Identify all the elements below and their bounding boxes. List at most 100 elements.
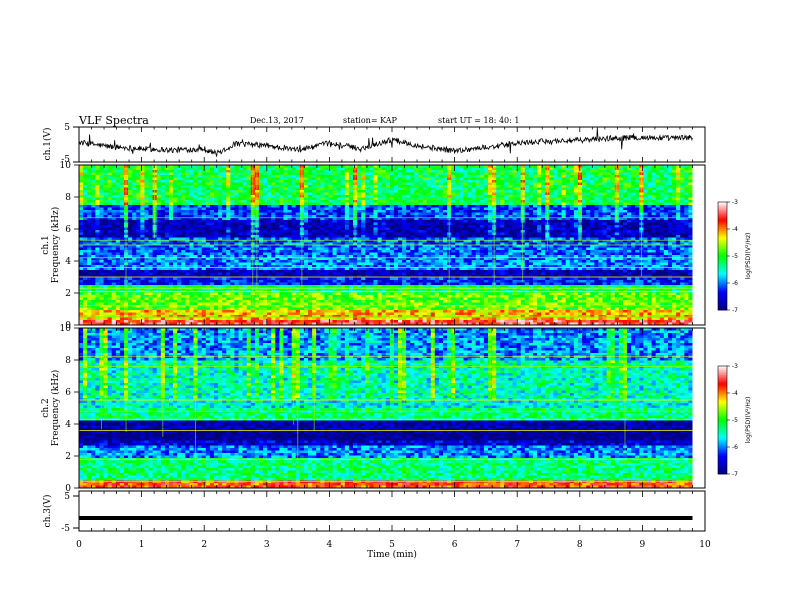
spectrogram-cell [622,182,628,186]
spectrogram-cell [218,195,223,198]
spectrogram-cell [107,212,113,216]
spectrogram-cell [524,190,530,193]
spectrogram-cell [398,230,403,233]
spectrogram-cell [684,187,689,191]
spectrogram-cell [663,200,669,203]
spectrogram-cell [95,230,100,233]
spectrogram-cell [663,240,669,243]
spectrogram-cell [680,200,685,203]
spectrogram-cell [443,237,448,241]
spectrogram-cell [418,182,423,186]
spectrogram-cell [647,187,652,191]
spectrogram-cell [119,197,125,201]
spectrogram-cell [87,170,92,173]
spectrogram-cell [156,240,162,243]
spectrogram-cell [197,197,203,201]
spectrogram-cell [271,187,276,191]
spectrogram-cell [582,237,587,241]
spectrogram-cell [594,197,599,201]
spectrogram-cell [475,242,481,246]
spectrogram-cell [230,180,235,183]
spectrogram-cell [614,232,620,236]
spectrogram-cell [83,210,88,213]
spectrogram-cell [426,227,432,231]
spectrogram-cell [119,217,125,221]
spectrogram-cell [406,220,411,223]
spectrogram-cell [381,242,387,246]
spectrogram-cell [213,222,219,226]
spectrogram-cell [684,207,689,211]
spectrogram-cell [87,245,92,248]
spectrogram-cell [115,197,121,201]
spectrogram-cell [663,190,669,193]
spectrogram-cell [357,242,362,246]
spectrogram-cell [111,235,117,238]
spectrogram-cell [128,187,133,191]
spectrogram-cell [308,242,313,246]
spectrogram-cell [369,175,374,178]
spectrogram-cell [263,187,268,191]
spectrogram-cell [283,180,288,183]
spectrogram-cell [631,182,636,186]
spectrogram-cell [173,205,178,208]
spectrogram-cell [295,202,301,206]
spectrogram-cell [463,207,468,211]
spectrogram-cell [328,187,333,191]
spectrogram-cell [402,170,407,173]
spectrogram-cell [389,217,395,221]
spectrogram-cell [316,240,321,243]
spectrogram-cell [263,230,268,233]
spectrogram-cell [684,185,689,188]
spectrogram-cell [99,197,104,201]
spectrogram-cell [197,230,203,233]
ch1-waveform-x-ticks [78,127,706,162]
spectrogram-cell [512,210,518,213]
spectrogram-cell [193,187,199,191]
spectrogram-cell [537,187,542,191]
spectrogram-cell [659,202,665,206]
spectrogram-cell [324,232,329,236]
spectrogram-cell [168,172,174,176]
spectrogram-cell [377,230,383,233]
spectrogram-cell [573,230,579,233]
spectrogram-cell [312,215,317,218]
spectrogram-cell [177,217,182,221]
spectrogram-cell [234,190,239,193]
spectrogram-cell [406,182,411,186]
spectrogram-cell [136,222,141,226]
spectrogram-cell [618,187,624,191]
spectrogram-cell [582,185,587,188]
spectrogram-cell [238,222,243,226]
spectrogram-cell [684,225,689,228]
spectrogram-cell [226,185,231,188]
spectrogram-cell [389,197,395,201]
spectrogram-cell [160,197,166,201]
spectrogram-cell [635,192,640,196]
spectrogram-cell [357,235,362,238]
spectrogram-cell [680,192,685,196]
spectrogram-cell [320,165,325,168]
spectrogram-cell [541,192,546,196]
spectrogram-cell [275,172,280,176]
spectrogram-cell [553,195,558,198]
spectrogram-cell [177,172,182,176]
spectrogram-cell [258,205,264,208]
spectrogram-cell [95,167,100,171]
spectrogram-cell [451,192,456,196]
spectrogram-cell [647,202,652,206]
spectrogram-cell [479,232,485,236]
spectrogram-cell [140,232,145,236]
spectrogram-cell [483,187,489,191]
spectrogram-cell [324,195,329,198]
spectrogram-cell [267,245,272,248]
spectrogram-cell [226,240,231,243]
spectrogram-cell [267,172,272,176]
spectrogram-cell [115,172,121,176]
spectrogram-cell [79,192,84,196]
spectrogram-cell [103,230,109,233]
spectrogram-cell [119,240,125,243]
spectrogram-cell [177,185,182,188]
spectrogram-cell [303,182,309,186]
spectrogram-cell [246,217,252,221]
spectrogram-cell [475,200,481,203]
